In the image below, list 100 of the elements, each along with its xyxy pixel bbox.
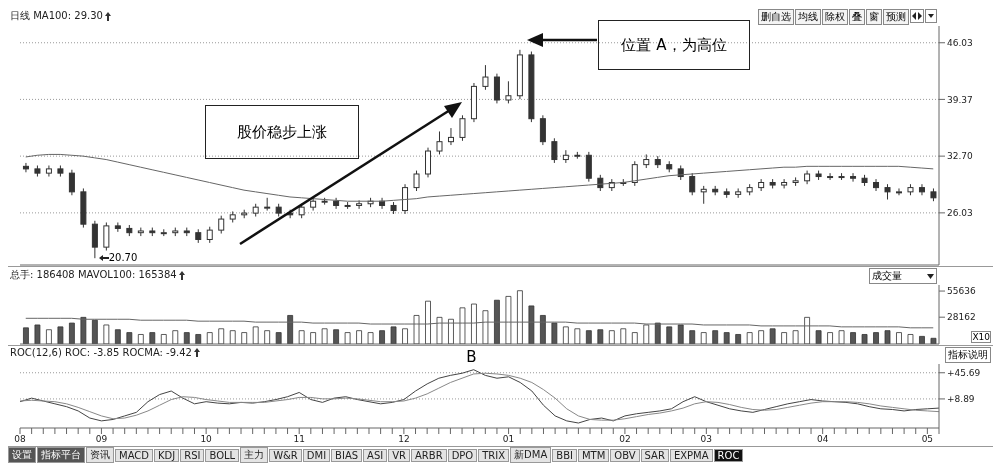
candlestick (918, 183, 925, 196)
bar (229, 330, 236, 344)
bar (402, 328, 408, 344)
text: 窗 (866, 9, 882, 25)
bar (769, 328, 776, 344)
bar (218, 328, 225, 344)
text: TRIX (478, 448, 510, 462)
bar (505, 296, 512, 344)
bar (574, 328, 581, 344)
candlestick (562, 149, 569, 164)
bar (160, 334, 167, 344)
x-tick-label: 12 (398, 434, 410, 445)
text: 新DMA (510, 447, 552, 463)
bar (907, 334, 914, 344)
text: ROC (713, 448, 744, 462)
x-tick-label: 08 (14, 434, 26, 445)
candlestick (333, 197, 340, 210)
bar (539, 315, 546, 344)
bar (482, 310, 489, 344)
text: BBI (552, 448, 577, 462)
bar (448, 318, 454, 344)
text: 成交量 (872, 269, 902, 283)
candlestick (356, 199, 363, 210)
candlestick (425, 147, 432, 178)
candlestick (758, 178, 765, 192)
bar (700, 332, 707, 344)
bar (425, 300, 431, 344)
bar (298, 330, 305, 344)
y-tick-label: +8.89 (947, 394, 975, 405)
candlestick (103, 221, 110, 252)
text: 设置 (8, 447, 36, 463)
bar (723, 332, 730, 344)
bar (287, 315, 294, 344)
candlestick (631, 160, 638, 187)
bar (264, 330, 271, 344)
y-tick-label: 26.03 (947, 208, 973, 219)
bar (471, 303, 477, 344)
bar (206, 332, 213, 344)
text: DMI (302, 448, 331, 462)
text: 删自选 (758, 9, 794, 25)
annotation: 股价稳步上涨 (205, 105, 359, 159)
y-tick-label: 46.03 (947, 37, 973, 48)
x-tick-label: 02 (619, 434, 631, 445)
bar (562, 326, 569, 344)
bar (712, 330, 719, 344)
text: RSI (180, 448, 205, 462)
text: VR (388, 448, 411, 462)
text: OBV (610, 448, 640, 462)
y-tick-label: +45.69 (947, 367, 981, 378)
bar (689, 330, 696, 344)
x-tick-label: 11 (293, 434, 305, 445)
bar (80, 316, 87, 344)
bar (459, 307, 466, 344)
candlestick (689, 172, 696, 196)
bar (252, 326, 259, 344)
x-tick-label: 05 (921, 434, 934, 445)
bar (517, 290, 523, 344)
bar (838, 330, 845, 344)
y-tick-label: 32.70 (947, 151, 974, 162)
candlestick (585, 151, 592, 183)
x-tick-label: 10 (200, 434, 213, 445)
bar (23, 327, 29, 344)
bar (781, 332, 788, 344)
bar (149, 332, 156, 344)
bar (930, 337, 937, 344)
text: 叠 (849, 9, 865, 25)
text: MTM (577, 448, 610, 462)
bar (608, 330, 615, 344)
bar (183, 332, 190, 344)
bar (333, 329, 340, 344)
candlestick (436, 130, 443, 155)
bar (850, 332, 856, 344)
text: SAR (640, 448, 669, 462)
candlestick (45, 164, 52, 178)
candlestick (505, 80, 512, 104)
bar (413, 315, 420, 344)
chart-title: 总手: 186408 MAVOL100: 165384 (10, 268, 177, 282)
candlestick (22, 162, 29, 173)
text: MACD (115, 448, 153, 462)
candlestick (91, 220, 98, 259)
bar (643, 324, 650, 344)
bar (804, 316, 810, 344)
x-tick-label: 03 (700, 434, 713, 445)
annotation: 20.70 (108, 252, 138, 264)
bar (344, 332, 351, 344)
bar (321, 328, 328, 344)
bar (746, 332, 753, 344)
bar (827, 332, 833, 344)
y-tick-label: 39.37 (947, 94, 973, 105)
x-tick-label: 09 (95, 434, 108, 445)
bar (310, 332, 317, 344)
bar (735, 334, 742, 344)
text: BOLL (205, 448, 240, 462)
bar (494, 299, 500, 344)
line-series (25, 317, 934, 329)
bar (919, 335, 925, 344)
bar (367, 332, 374, 344)
text: 指标说明 (945, 347, 991, 363)
candlestick (493, 73, 500, 104)
bar (275, 332, 282, 344)
